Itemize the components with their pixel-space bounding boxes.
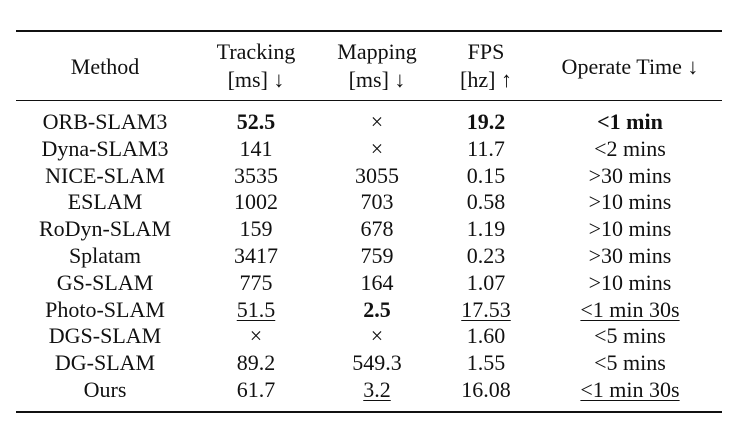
cell-operate: <2 mins	[594, 135, 666, 161]
cell-mapping: 549.3	[352, 350, 402, 376]
cell-tracking: 3535	[234, 162, 278, 188]
cell-fps: 0.15	[466, 162, 506, 188]
cell-method: Ours	[83, 377, 127, 402]
header-rule	[16, 100, 722, 101]
cell-mapping: 759	[360, 243, 394, 268]
cell-tracking: 159	[239, 216, 273, 242]
cell-operate: >10 mins	[588, 269, 672, 295]
cell-operate: <5 mins	[594, 323, 666, 349]
cell-operate: >10 mins	[588, 216, 672, 242]
cell-fps: 1.60	[466, 323, 506, 349]
cell-method: RoDyn-SLAM	[38, 216, 172, 242]
header-tracking-unit: [ms] ↓	[227, 67, 285, 92]
cell-tracking: 3417	[234, 243, 278, 268]
cell-fps: 19.2	[466, 109, 506, 134]
cell-operate: >10 mins	[588, 189, 672, 215]
header-fps-unit: [hz] ↑	[460, 67, 512, 92]
cell-method: Photo-SLAM	[45, 296, 165, 322]
cell-method: ESLAM	[67, 189, 143, 215]
bottom-rule	[16, 411, 722, 413]
cell-operate: <1 min 30s	[580, 296, 680, 322]
cell-tracking: 51.5	[236, 296, 276, 322]
cell-mapping: 3055	[355, 162, 399, 188]
cell-fps: 16.08	[461, 377, 511, 402]
cell-fps: 1.55	[466, 350, 506, 376]
header-fps: FPS	[467, 39, 505, 64]
header-mapping: Mapping	[337, 39, 417, 64]
cell-fps: 0.23	[466, 243, 506, 268]
cell-fps: 1.07	[466, 269, 506, 295]
cell-tracking: 52.5	[236, 109, 276, 134]
cell-tracking: 141	[239, 135, 273, 161]
cell-mapping: ×	[370, 323, 384, 349]
cell-mapping: 2.5	[363, 296, 391, 322]
cell-mapping: 164	[360, 269, 394, 295]
header-operate-time: Operate Time ↓	[561, 54, 699, 79]
cell-tracking: 61.7	[236, 377, 276, 402]
cell-operate: >30 mins	[588, 243, 672, 268]
cell-method: NICE-SLAM	[45, 162, 165, 188]
cell-tracking: 775	[239, 269, 273, 295]
cell-tracking: 1002	[234, 189, 278, 215]
cell-fps: 1.19	[466, 216, 506, 242]
cell-mapping: ×	[370, 135, 384, 161]
cell-fps: 0.58	[466, 189, 506, 215]
cell-operate: <1 min 30s	[580, 377, 680, 402]
header-tracking: Tracking	[216, 39, 296, 64]
cell-operate: >30 mins	[588, 162, 672, 188]
header-method: Method	[70, 54, 140, 79]
cell-mapping: 678	[360, 216, 394, 242]
cell-method: DGS-SLAM	[48, 323, 162, 349]
cell-operate: <1 min	[597, 109, 663, 134]
cell-mapping: ×	[370, 109, 384, 134]
cell-method: ORB-SLAM3	[42, 109, 168, 134]
header-mapping-unit: [ms] ↓	[348, 67, 406, 92]
top-rule	[16, 30, 722, 32]
cell-method: DG-SLAM	[54, 350, 156, 376]
cell-tracking: 89.2	[236, 350, 276, 376]
cell-method: GS-SLAM	[56, 269, 154, 295]
cell-fps: 11.7	[467, 135, 505, 161]
cell-tracking: ×	[249, 323, 263, 349]
cell-method: Dyna-SLAM3	[41, 135, 169, 161]
cell-mapping: 703	[360, 189, 394, 215]
cell-mapping: 3.2	[363, 377, 391, 402]
cell-fps: 17.53	[461, 296, 511, 322]
cell-operate: <5 mins	[594, 350, 666, 376]
cell-method: Splatam	[68, 243, 142, 268]
